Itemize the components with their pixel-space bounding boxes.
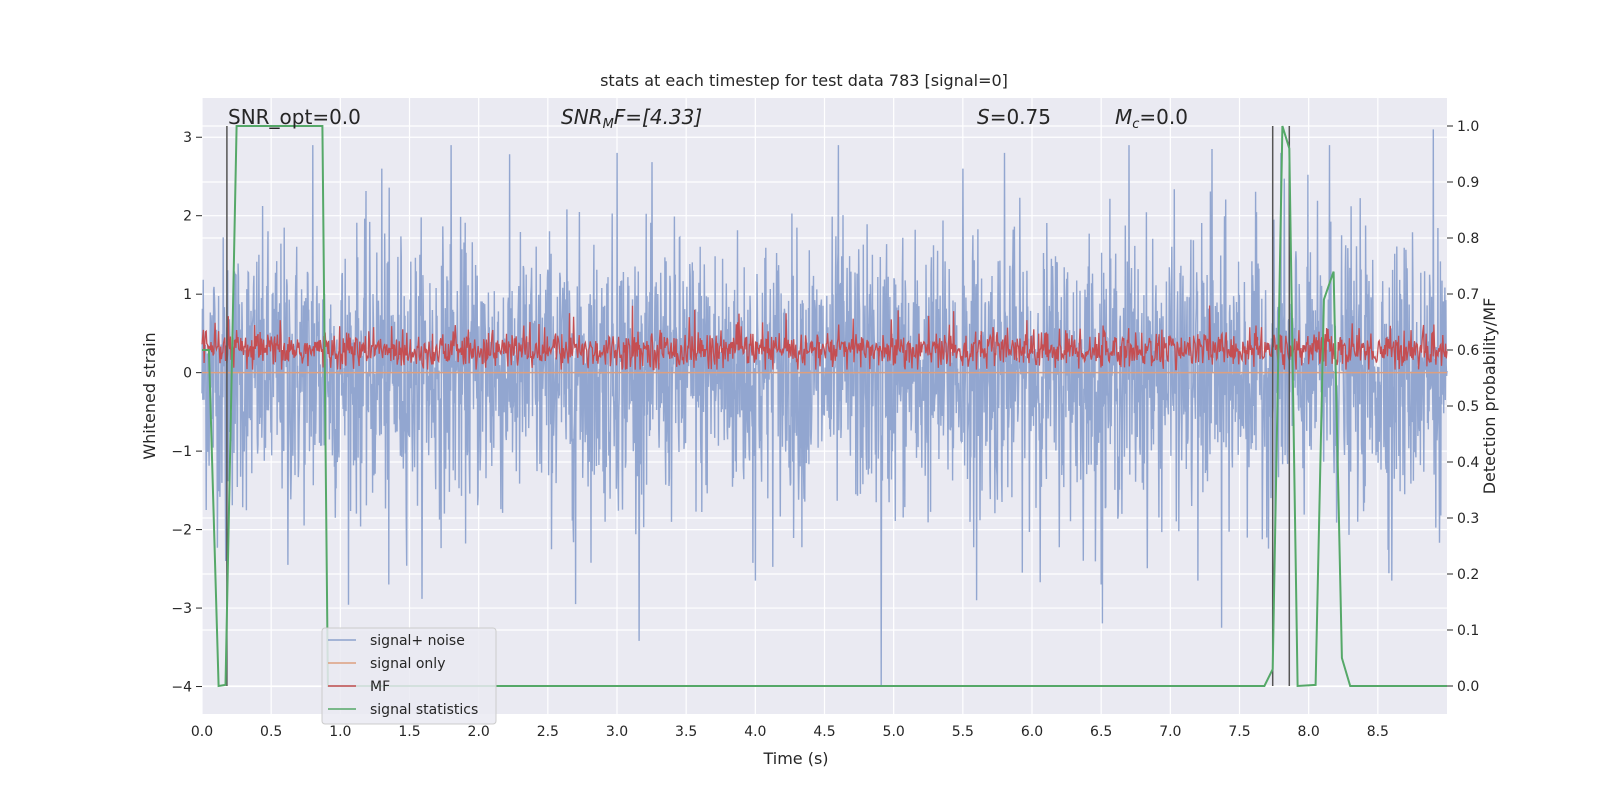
y-axis-label: Whitened strain [140,332,159,459]
y2-tick-label: 0.7 [1457,287,1479,303]
legend: signal+ noise signal only MF signal stat… [321,627,497,725]
y-tick-label: −2 [171,523,192,539]
plot-area: 0.0 0.5 1.0 1.5 2.0 2.5 3.0 3.5 4.0 4.5 5.0 5.5 6.0 6… [171,98,1479,740]
x-tick-label: 4.5 [813,724,835,740]
s-name: S [977,105,990,129]
y-tick-label: 2 [183,209,192,225]
annotation-mc: Mc=0.0 [1115,105,1188,132]
snr-mf-prefix: SNR [561,105,603,129]
series-signal-statistics-line [202,125,1447,688]
mc-sub: c [1132,117,1139,132]
mc-name: M [1115,105,1132,129]
x-tick-label: 1.0 [329,724,351,740]
y2-tick-label: 0.5 [1457,399,1479,415]
y2-axis-label: Detection probability/MF [1480,298,1499,495]
y2-tick-label: 1.0 [1457,119,1479,135]
chart-title: stats at each timestep for test data 783… [600,71,1008,90]
y2-tick-label: 0.9 [1457,175,1479,191]
y2-tick-label: 0.4 [1457,455,1479,471]
y-tick-label: 0 [183,366,192,382]
x-tick-label: 5.5 [952,724,974,740]
x-tick-label: 7.0 [1159,724,1181,740]
legend-label-signal-noise: signal+ noise [370,633,465,649]
legend-box [321,627,497,725]
y-tick-label: 1 [183,287,192,303]
x-tick-label: 7.5 [1228,724,1250,740]
y2-tick-label: 0.6 [1457,343,1479,359]
x-tick-label: 6.0 [1021,724,1043,740]
annotation-s: S=0.75 [977,105,1051,129]
series-signal-noise-line [201,129,1448,687]
y2-tick-label: 0.2 [1457,567,1479,583]
legend-label-signal-only: signal only [370,656,445,672]
y2-tick-label: 0.0 [1457,679,1479,695]
y2-tick-label: 0.8 [1457,231,1479,247]
x-axis-label: Time (s) [762,749,828,768]
s-value: =0.75 [990,105,1051,129]
snr-mf-sub: M [603,117,614,132]
snr-mf-suffix: F=[4.33] [614,105,702,129]
annotation-snr-mf: SNRMF=[4.33] [561,105,702,132]
legend-label-mf: MF [370,679,390,695]
x-tick-label: 6.5 [1090,724,1112,740]
x-tick-label: 5.0 [883,724,905,740]
y-tick-label: −1 [171,444,192,460]
x-tick-label: 0.5 [260,724,282,740]
legend-label-signal-statistics: signal statistics [370,702,478,718]
x-tick-label: 0.0 [191,724,213,740]
y-tick-label: −3 [171,601,192,617]
y2-tick-label: 0.1 [1457,623,1479,639]
x-tick-label: 3.0 [606,724,628,740]
x-tick-label: 3.5 [675,724,697,740]
x-tick-label: 4.0 [744,724,766,740]
y-tick-label: −4 [171,680,192,696]
y-tick-label: 3 [183,130,192,146]
mc-value: =0.0 [1139,105,1188,129]
y2-tick-label: 0.3 [1457,511,1479,527]
series-mf-line [201,305,1448,371]
x-tick-label: 1.5 [398,724,420,740]
x-tick-label: 8.5 [1367,724,1389,740]
x-tick-label: 8.0 [1298,724,1320,740]
annotation-snr-opt: SNR_opt=0.0 [228,105,361,129]
x-tick-label: 2.0 [468,724,490,740]
x-tick-label: 2.5 [537,724,559,740]
